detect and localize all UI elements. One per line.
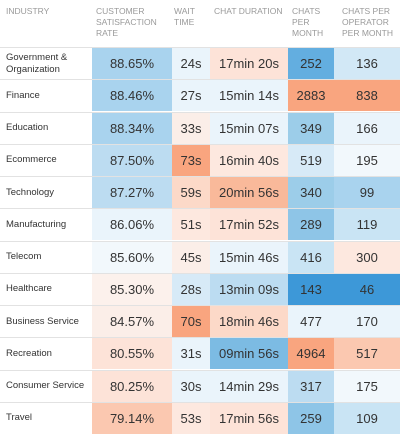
cell-chats-per-month: 143 [288, 273, 334, 305]
cell-industry: Technology [6, 186, 55, 198]
header-chat-duration: CHAT DURATION [214, 6, 283, 16]
cell-satisfaction: 88.34% [92, 112, 172, 144]
cell-chats-per-operator: 175 [334, 370, 400, 402]
header-chats-per-operator: CHATS PER OPERATOR PER MONTH [342, 6, 393, 38]
cell-industry: Recreation [6, 347, 52, 359]
row-separator [0, 79, 400, 81]
cell-chat-duration: 13min 09s [210, 273, 288, 305]
cell-satisfaction: 85.30% [92, 273, 172, 305]
cell-satisfaction: 80.55% [92, 338, 172, 370]
cell-wait-time: 28s [172, 273, 210, 305]
cell-chats-per-operator: 166 [334, 112, 400, 144]
cell-industry: Telecom [6, 251, 42, 262]
cell-chats-per-operator: 195 [334, 144, 400, 176]
header-wait-time: WAIT TIME [174, 6, 195, 27]
cell-satisfaction: 86.06% [92, 209, 172, 241]
cell-chat-duration: 15min 46s [210, 241, 288, 273]
row-separator [0, 272, 400, 274]
cell-chats-per-month: 416 [288, 241, 334, 273]
cell-chats-per-month: 4964 [288, 338, 334, 370]
row-separator [0, 401, 400, 403]
cell-chats-per-operator: 170 [334, 306, 400, 337]
cell-satisfaction: 87.27% [92, 177, 172, 208]
cell-chat-duration: 20min 56s [210, 177, 288, 208]
cell-chat-duration: 17min 52s [210, 209, 288, 241]
cell-industry: Healthcare [6, 283, 52, 295]
row-separator [0, 240, 400, 242]
cell-satisfaction: 88.46% [92, 80, 172, 112]
cell-wait-time: 33s [172, 112, 210, 144]
cell-chat-duration: 17min 56s [210, 402, 288, 434]
cell-chats-per-operator: 838 [334, 80, 400, 112]
header-chats-per-month: CHATS PER MONTH [292, 6, 324, 38]
cell-chats-per-month: 477 [288, 306, 334, 337]
cell-chats-per-month: 259 [288, 402, 334, 434]
cell-chats-per-operator: 109 [334, 402, 400, 434]
cell-satisfaction: 87.50% [92, 144, 172, 176]
cell-chats-per-month: 349 [288, 112, 334, 144]
row-separator [0, 47, 400, 48]
cell-chats-per-month: 252 [288, 48, 334, 79]
cell-industry: Manufacturing [6, 218, 67, 230]
cell-chats-per-month: 2883 [288, 80, 334, 112]
cell-chat-duration: 17min 20s [210, 48, 288, 79]
cell-wait-time: 24s [172, 48, 210, 79]
cell-chat-duration: 15min 14s [210, 80, 288, 112]
cell-industry: Business Service [6, 315, 79, 327]
cell-chats-per-operator: 517 [334, 338, 400, 370]
cell-industry: Education [6, 122, 49, 133]
cell-chats-per-month: 317 [288, 370, 334, 402]
row-separator [0, 337, 400, 339]
cell-chat-duration: 15min 07s [210, 112, 288, 144]
cell-wait-time: 59s [172, 177, 210, 208]
cell-chat-duration: 09min 56s [210, 338, 288, 370]
cell-industry: Consumer Service [6, 380, 85, 391]
row-separator [0, 369, 400, 371]
cell-satisfaction: 88.65% [92, 48, 172, 79]
cell-wait-time: 45s [172, 241, 210, 273]
cell-industry: Finance [6, 89, 40, 101]
cell-wait-time: 31s [172, 338, 210, 370]
cell-industry: Travel [6, 412, 33, 424]
row-separator [0, 111, 400, 113]
cell-chats-per-month: 340 [288, 177, 334, 208]
cell-chats-per-operator: 136 [334, 48, 400, 79]
cell-industry: Ecommerce [6, 154, 57, 166]
cell-chats-per-operator: 46 [334, 273, 400, 305]
row-separator [0, 176, 400, 177]
cell-satisfaction: 84.57% [92, 306, 172, 337]
cell-chats-per-month: 519 [288, 144, 334, 176]
cell-satisfaction: 85.60% [92, 241, 172, 273]
cell-industry: Government & Organization [6, 51, 68, 75]
cell-chat-duration: 14min 29s [210, 370, 288, 402]
header-industry: INDUSTRY [6, 6, 50, 16]
row-separator [0, 208, 400, 210]
cell-wait-time: 30s [172, 370, 210, 402]
cell-chats-per-operator: 119 [334, 209, 400, 241]
row-separator [0, 143, 400, 145]
header-satisfaction: CUSTOMER SATISFACTION RATE [96, 6, 157, 38]
cell-chat-duration: 16min 40s [210, 144, 288, 176]
cell-chat-duration: 18min 46s [210, 306, 288, 337]
cell-wait-time: 27s [172, 80, 210, 112]
cell-satisfaction: 80.25% [92, 370, 172, 402]
cell-wait-time: 51s [172, 209, 210, 241]
cell-wait-time: 73s [172, 144, 210, 176]
cell-chats-per-month: 289 [288, 209, 334, 241]
row-separator [0, 305, 400, 306]
cell-wait-time: 53s [172, 402, 210, 434]
cell-chats-per-operator: 99 [334, 177, 400, 208]
cell-chats-per-operator: 300 [334, 241, 400, 273]
cell-satisfaction: 79.14% [92, 402, 172, 434]
cell-wait-time: 70s [172, 306, 210, 337]
